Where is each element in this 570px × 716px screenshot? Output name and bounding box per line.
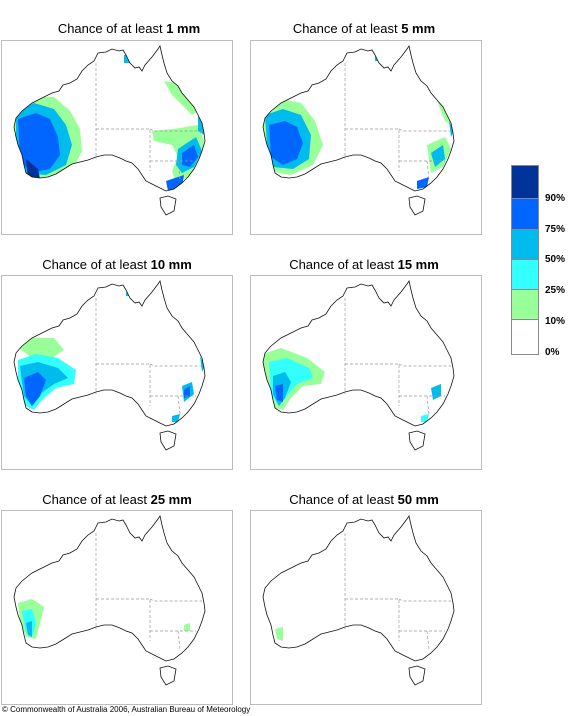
rain-chance-map-5mm xyxy=(250,40,482,235)
title-threshold: 15 mm xyxy=(397,257,439,272)
legend-label-0: 0% xyxy=(545,347,560,358)
title-threshold: 10 mm xyxy=(150,257,192,272)
rain-chance-map-50mm xyxy=(250,510,482,705)
legend-band-0-10 xyxy=(512,320,538,354)
legend-label-50: 50% xyxy=(545,254,566,265)
copyright-notice: © Commonwealth of Australia 2006, Austra… xyxy=(2,705,251,714)
title-threshold: 25 mm xyxy=(150,492,192,507)
rain-chance-map-10mm xyxy=(1,275,233,470)
title-prefix: Chance of at least xyxy=(42,492,151,507)
legend-band-10-25 xyxy=(512,290,538,320)
probability-legend xyxy=(511,165,539,355)
panel-title: Chance of at least 15 mm xyxy=(248,257,480,273)
legend-band-25-50 xyxy=(512,260,538,290)
title-threshold: 5 mm xyxy=(401,21,436,36)
panel-title: Chance of at least 50 mm xyxy=(248,492,480,508)
legend-band-90-100 xyxy=(512,166,538,199)
panel-title: Chance of at least 10 mm xyxy=(1,257,233,273)
title-threshold: 1 mm xyxy=(166,21,201,36)
panel-title: Chance of at least 1 mm xyxy=(13,21,245,37)
panel-title: Chance of at least 5 mm xyxy=(248,21,480,37)
rain-chance-map-1mm xyxy=(1,40,233,235)
rain-chance-map-25mm xyxy=(1,510,233,705)
title-prefix: Chance of at least xyxy=(289,492,398,507)
title-threshold: 50 mm xyxy=(397,492,439,507)
panel-title: Chance of at least 25 mm xyxy=(1,492,233,508)
legend-label-25: 25% xyxy=(545,285,566,296)
title-prefix: Chance of at least xyxy=(42,257,151,272)
legend-band-75-90 xyxy=(512,199,538,230)
legend-label-75: 75% xyxy=(545,224,566,235)
rain-chance-map-15mm xyxy=(250,275,482,470)
legend-label-90: 90% xyxy=(545,193,566,204)
title-prefix: Chance of at least xyxy=(292,21,402,36)
legend-label-10: 10% xyxy=(545,316,566,327)
title-prefix: Chance of at least xyxy=(57,21,167,36)
legend-band-50-75 xyxy=(512,230,538,260)
title-prefix: Chance of at least xyxy=(289,257,398,272)
